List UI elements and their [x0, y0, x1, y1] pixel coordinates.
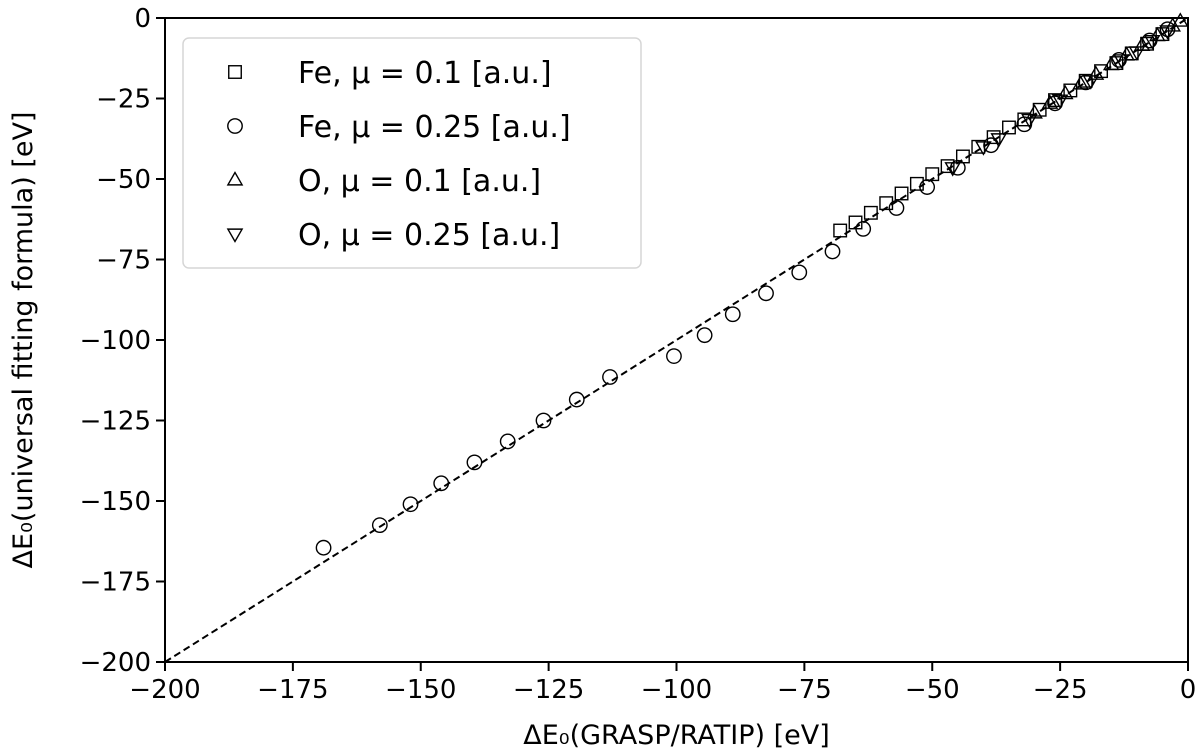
series-square — [833, 27, 1170, 238]
x-axis-label: ΔE₀(GRASP/RATIP) [eV] — [523, 720, 830, 751]
data-point-circle — [568, 391, 585, 408]
legend-label: Fe, μ = 0.1 [a.u.] — [298, 56, 552, 91]
x-tick-label: −25 — [1033, 675, 1088, 705]
legend-item: Fe, μ = 0.1 [a.u.] — [228, 56, 552, 91]
data-points-layer — [315, 12, 1189, 556]
data-point-square — [894, 186, 909, 201]
x-tick-label: −50 — [905, 675, 960, 705]
data-point-circle — [855, 221, 872, 237]
x-axis-ticks: −200 −175 −150 −125 −100 −75 −50 −25 0 — [129, 662, 1196, 705]
series-triangle-down — [944, 25, 1176, 177]
x-tick-label: −125 — [513, 675, 584, 705]
x-tick-label: 0 — [1180, 675, 1197, 705]
data-point-square — [925, 167, 940, 182]
data-point-triangle-down — [1128, 46, 1146, 61]
data-point-square — [909, 176, 924, 191]
data-point-circle — [824, 243, 841, 260]
data-point-circle — [466, 454, 483, 471]
legend: Fe, μ = 0.1 [a.u.] Fe, μ = 0.25 [a.u.] O, … — [182, 37, 642, 269]
x-tick-label: −200 — [129, 675, 200, 705]
x-tick-label: −75 — [777, 675, 832, 705]
series-circle — [315, 21, 1176, 556]
legend-item: O, μ = 0.25 [a.u.] — [226, 218, 560, 253]
legend-label: O, μ = 0.1 [a.u.] — [298, 164, 541, 199]
x-tick-label: −150 — [385, 675, 456, 705]
data-point-triangle-down — [1113, 54, 1130, 69]
data-point-circle — [499, 433, 516, 450]
data-point-triangle-down — [1051, 94, 1069, 110]
y-tick-label: −200 — [80, 648, 151, 678]
data-point-circle — [1077, 74, 1094, 91]
x-tick-label: −175 — [257, 675, 328, 705]
data-point-square — [879, 196, 894, 211]
data-point-triangle-up — [1102, 55, 1120, 71]
legend-marker-triangle-down — [226, 228, 244, 243]
data-point-square — [940, 159, 955, 174]
data-point-triangle-up — [1148, 26, 1166, 42]
y-tick-label: −50 — [96, 165, 151, 195]
x-tick-label: −100 — [641, 675, 712, 705]
y-tick-label: −150 — [80, 487, 151, 517]
y-tick-label: 0 — [134, 4, 151, 34]
data-point-triangle-down — [990, 133, 1008, 148]
data-point-circle — [602, 369, 618, 385]
legend-item: Fe, μ = 0.25 [a.u.] — [227, 110, 571, 145]
data-point-triangle-up — [1041, 94, 1059, 109]
data-point-circle — [791, 264, 808, 281]
data-point-square — [1094, 64, 1108, 79]
data-point-square — [986, 130, 1001, 145]
data-point-circle — [371, 517, 388, 534]
data-point-circle — [724, 306, 741, 323]
data-point-triangle-down — [1082, 75, 1100, 90]
data-point-triangle-up — [1118, 46, 1135, 61]
legend-marker-triangle-up — [226, 171, 244, 186]
data-point-triangle-up — [1164, 17, 1181, 32]
y-tick-label: −25 — [96, 85, 151, 115]
data-point-square — [833, 223, 848, 238]
data-point-triangle-down — [1143, 34, 1161, 50]
data-point-circle — [1159, 21, 1176, 38]
data-point-triangle-down — [1159, 25, 1176, 40]
y-axis-label: ΔE₀(universal fitting formula) [eV] — [8, 112, 39, 569]
legend-item: O, μ = 0.1 [a.u.] — [226, 164, 541, 199]
data-point-square — [1002, 120, 1016, 135]
data-point-circle — [758, 285, 774, 302]
data-point-circle — [535, 412, 552, 429]
legend-label: Fe, μ = 0.25 [a.u.] — [298, 110, 571, 145]
legend-marker-circle — [227, 118, 243, 134]
data-point-circle — [402, 496, 419, 513]
data-point-circle — [666, 348, 682, 364]
data-point-circle — [919, 179, 936, 195]
data-point-triangle-down — [944, 162, 962, 177]
data-point-circle — [433, 475, 450, 492]
data-point-triangle-down — [1021, 113, 1038, 129]
y-tick-label: −100 — [80, 326, 151, 356]
data-point-square — [1063, 83, 1078, 98]
data-point-triangle-up — [1171, 12, 1189, 27]
data-point-circle — [696, 327, 713, 344]
y-axis-ticks: −200 −175 −150 −125 −100 −75 −50 −25 0 — [80, 4, 165, 678]
y-tick-label: −175 — [80, 568, 151, 598]
legend-label: O, μ = 0.25 [a.u.] — [298, 218, 560, 253]
legend-marker-square — [228, 65, 242, 79]
data-point-triangle-down — [975, 141, 992, 156]
data-point-circle — [949, 159, 966, 176]
data-point-square — [1032, 102, 1047, 117]
data-point-circle — [888, 200, 905, 216]
data-point-circle — [315, 539, 332, 556]
data-point-triangle-up — [1072, 75, 1089, 90]
data-point-square — [863, 205, 878, 220]
y-tick-label: −125 — [80, 407, 151, 437]
legend-box — [182, 37, 642, 269]
y-tick-label: −75 — [96, 246, 151, 276]
